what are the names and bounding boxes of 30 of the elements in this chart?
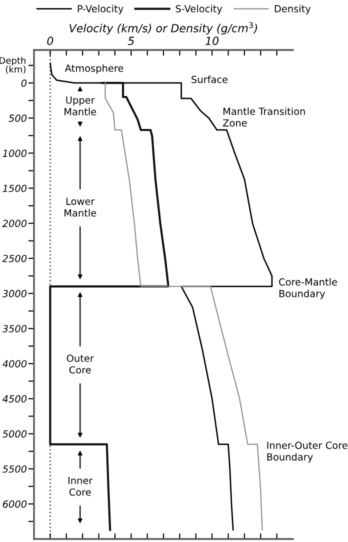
y-axis-title: Depth (km) <box>0 56 26 74</box>
legend-label: Density <box>274 4 311 14</box>
y-tick-label: 6000 <box>2 500 27 508</box>
y-tick-label: 2500 <box>2 254 27 262</box>
annotation: Surface <box>192 76 228 84</box>
y-tick-label: 5000 <box>2 430 27 438</box>
annotation: Inner-Outer Core Boundary <box>267 442 348 462</box>
annotation: Atmosphere <box>64 64 124 74</box>
y-tick-label: 4500 <box>2 395 27 403</box>
y-tick-label: 1500 <box>2 184 27 192</box>
legend-label: S-Velocity <box>176 4 222 14</box>
x-tick-label: 5 <box>128 36 134 46</box>
y-tick-label: 500 <box>8 114 27 122</box>
y-tick-label: 3500 <box>2 325 27 332</box>
y-tick-label: 5500 <box>2 465 27 473</box>
x-tick-label: 10 <box>206 36 219 46</box>
x-tick-label: 0 <box>47 36 54 46</box>
annotation: Lower Mantle <box>64 198 96 217</box>
annotation: Outer Core <box>66 354 94 374</box>
y-tick-label: 1000 <box>2 150 27 157</box>
y-tick-label: 0 <box>21 79 27 87</box>
legend-label: P-Velocity <box>78 4 124 14</box>
annotation: Mantle Transition Zone <box>222 107 305 127</box>
annotation: Upper Mantle <box>64 96 96 116</box>
y-tick-label: 4000 <box>2 360 27 368</box>
annotation: Inner Core <box>68 476 93 496</box>
annotation: Core-Mantle Boundary <box>279 278 337 300</box>
y-tick-label: 2000 <box>2 220 27 228</box>
x-axis-title: Velocity (km/s) or Density (g/cm$^{3}$) <box>70 22 258 35</box>
y-tick-label: 3000 <box>2 290 27 298</box>
